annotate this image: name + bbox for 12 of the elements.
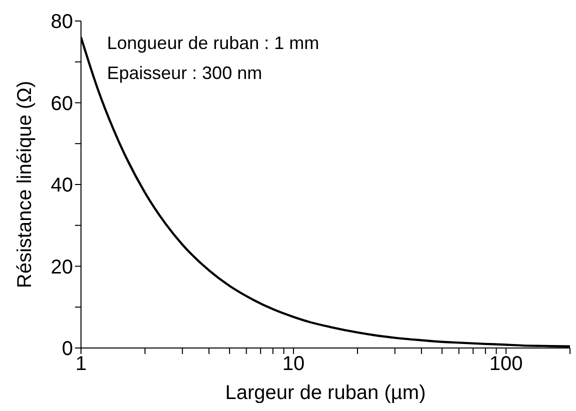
y-tick-label: 0: [62, 338, 73, 360]
x-tick-label: 100: [489, 353, 523, 376]
y-tick-label: 80: [50, 11, 73, 34]
annotation: Longueur de ruban : 1 mm: [107, 32, 320, 55]
x-tick-label: 1: [75, 353, 87, 376]
x-axis-title: Largeur de ruban (µm): [225, 382, 426, 404]
y-tick-label: 40: [50, 174, 73, 197]
y-tick-label: 20: [50, 256, 73, 278]
y-axis-title: Résistance linéique (Ω): [14, 80, 36, 288]
annotation: Epaisseur : 300 nm: [107, 62, 264, 85]
x-tick-label: 10: [282, 353, 305, 376]
y-tick-label: 60: [50, 92, 73, 115]
